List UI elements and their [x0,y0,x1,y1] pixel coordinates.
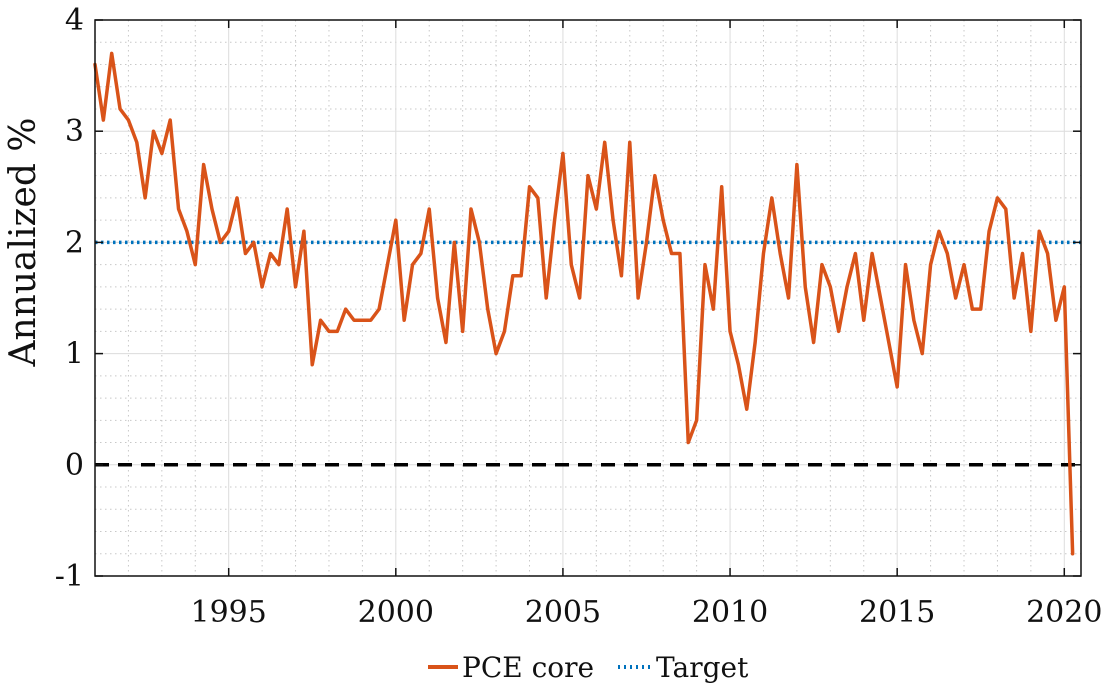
x-tick-labels: 1995 2000 2005 2010 2015 2020 [191,595,1103,630]
y-tick-label: 0 [65,448,84,483]
series-layer [93,51,1081,556]
plot-frame [94,19,1082,577]
x-tick-label: 2015 [859,595,935,630]
axis-ticks [95,19,1081,577]
x-tick-label: 2020 [1026,595,1102,630]
x-tick-label: 2010 [692,595,768,630]
x-tick-label: 2005 [525,595,601,630]
legend-label-target: Target [656,651,749,684]
legend: PCE core Target [428,651,749,684]
y-tick-label: 3 [65,114,84,149]
major-grid [95,19,1081,577]
y-axis-label: Annualized % [3,117,44,367]
y-tick-label: 4 [65,3,84,38]
minor-grid [94,20,1081,576]
y-tick-label: -1 [55,559,84,594]
x-tick-label: 1995 [191,595,267,630]
y-tick-label: 1 [65,337,84,372]
pce-core-line [93,51,1075,556]
x-tick-label: 2000 [358,595,434,630]
legend-label-pce-core: PCE core [462,651,594,684]
y-tick-labels: -1 0 1 2 3 4 [55,3,84,594]
y-tick-label: 2 [65,225,84,260]
